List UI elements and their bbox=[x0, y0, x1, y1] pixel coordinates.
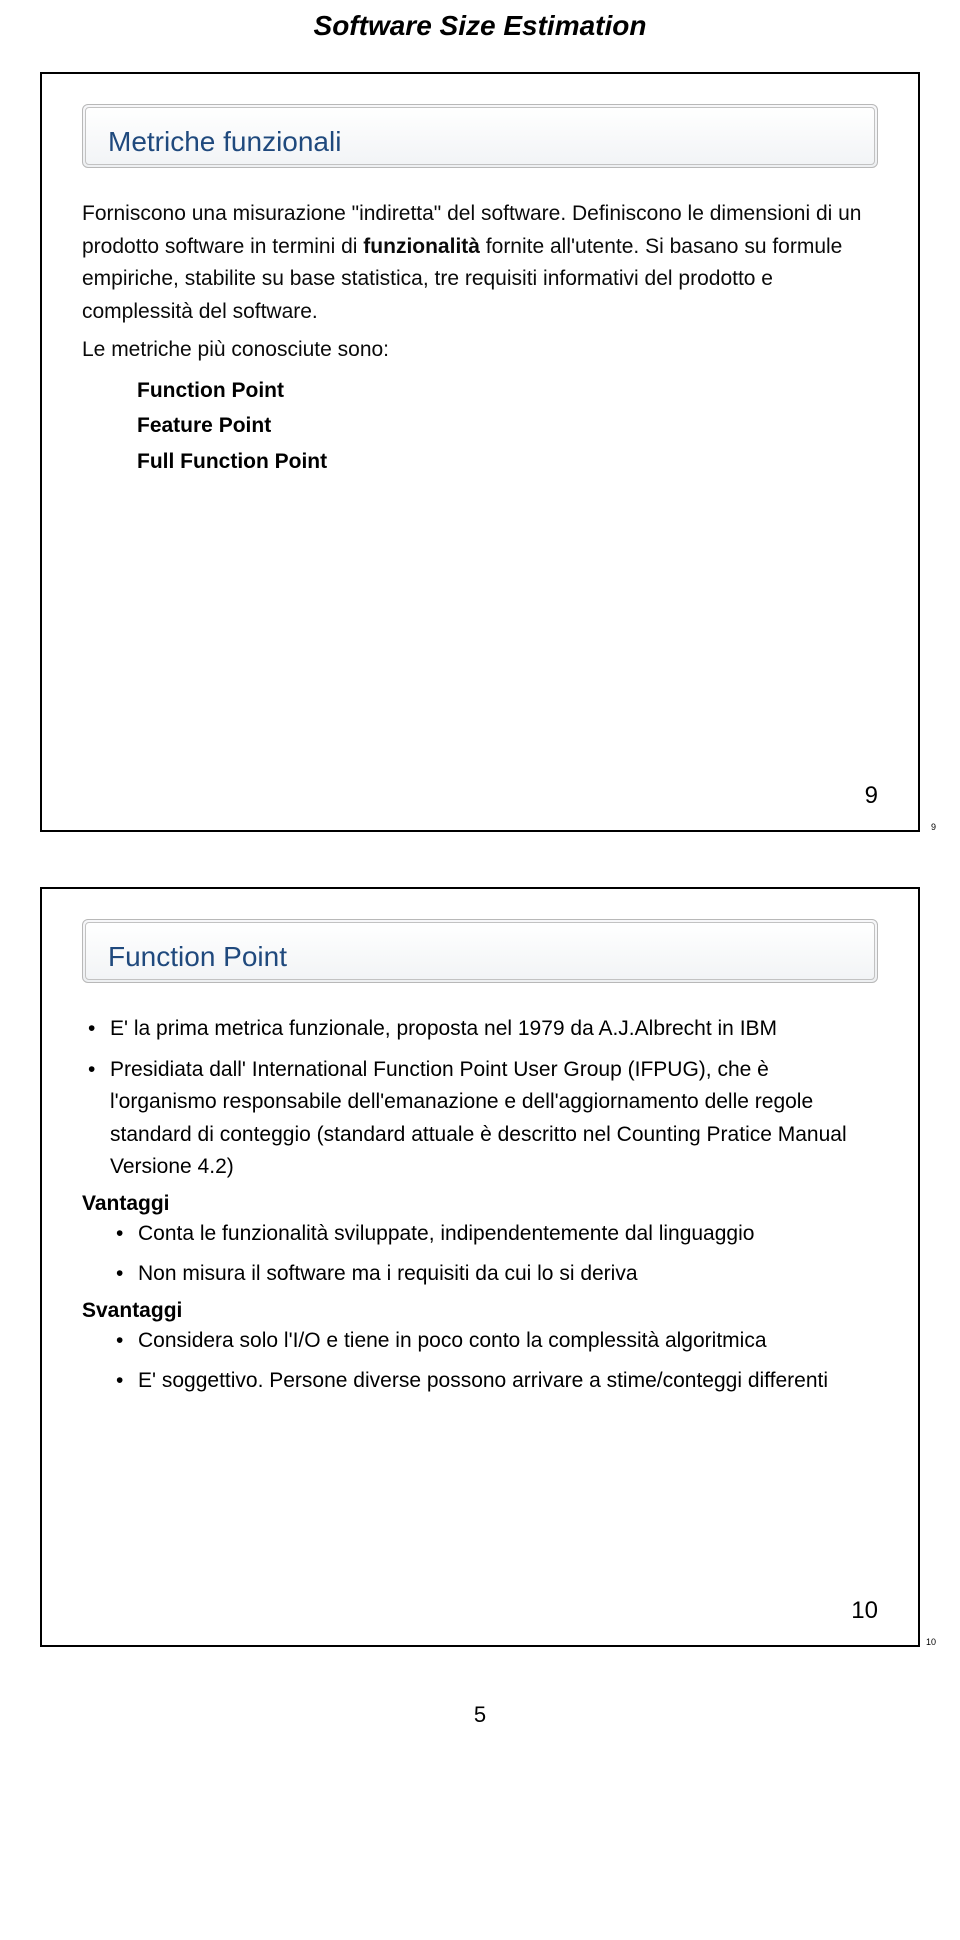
page-number-inner: 10 bbox=[851, 1597, 878, 1625]
page-title: Software Size Estimation bbox=[40, 10, 920, 42]
slide1-body2: Le metriche più conosciute sono: bbox=[82, 334, 878, 367]
svantaggi-item-1: E' soggettivo. Persone diverse possono a… bbox=[116, 1365, 878, 1398]
bullet-list: E' la prima metrica funzionale, proposta… bbox=[88, 1013, 878, 1184]
slide-title: Metriche funzionali bbox=[108, 126, 852, 158]
svantaggi-heading: Svantaggi bbox=[82, 1299, 878, 1323]
svantaggi-item-0: Considera solo l'I/O e tiene in poco con… bbox=[116, 1325, 878, 1358]
slide-frame-1: Metriche funzionali Forniscono una misur… bbox=[40, 72, 920, 832]
metric-item-1: Feature Point bbox=[137, 408, 878, 444]
slide1-body1: Forniscono una misurazione "indiretta" d… bbox=[82, 198, 878, 328]
metric-item-0: Function Point bbox=[137, 373, 878, 409]
bullet-2: Presidiata dall' International Function … bbox=[88, 1054, 878, 1184]
bullet-1: E' la prima metrica funzionale, proposta… bbox=[88, 1013, 878, 1046]
svantaggi-list: Considera solo l'I/O e tiene in poco con… bbox=[116, 1325, 878, 1398]
vantaggi-heading: Vantaggi bbox=[82, 1192, 878, 1216]
page-number-tiny: 10 bbox=[926, 1637, 936, 1647]
slide-title: Function Point bbox=[108, 941, 852, 973]
slide-header-box: Function Point bbox=[82, 919, 878, 983]
slide-frame-2: Function Point E' la prima metrica funzi… bbox=[40, 887, 920, 1647]
footer-page-number: 5 bbox=[40, 1702, 920, 1728]
metric-item-2: Full Function Point bbox=[137, 444, 878, 480]
vantaggi-item-0: Conta le funzionalità sviluppate, indipe… bbox=[116, 1218, 878, 1251]
slide-header-box: Metriche funzionali bbox=[82, 104, 878, 168]
body1-bold: funzionalità bbox=[363, 235, 480, 258]
slide-header-inner: Metriche funzionali bbox=[85, 107, 875, 165]
page-number-inner: 9 bbox=[865, 782, 878, 810]
page-number-tiny: 9 bbox=[931, 822, 936, 832]
vantaggi-list: Conta le funzionalità sviluppate, indipe… bbox=[116, 1218, 878, 1291]
vantaggi-item-1: Non misura il software ma i requisiti da… bbox=[116, 1258, 878, 1291]
slide-header-inner: Function Point bbox=[85, 922, 875, 980]
